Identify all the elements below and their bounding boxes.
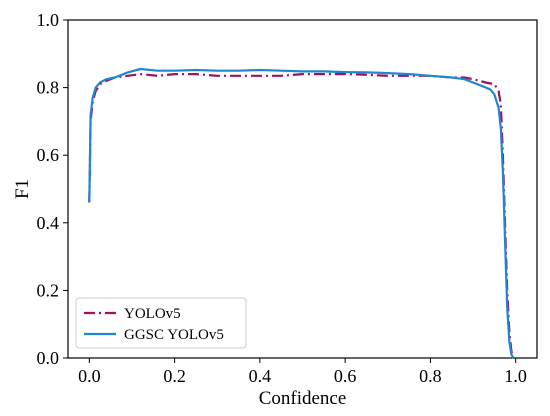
y-tick-label: 0.4 [37, 213, 60, 233]
plot-area-frame [67, 19, 538, 359]
y-axis-label: F1 [12, 179, 33, 199]
x-tick-label: 0.4 [249, 366, 272, 386]
series-line-1 [88, 67, 515, 359]
axis-ticks: 0.0 0.2 0.4 0.6 0.8 1.0 0.0 0.2 0.4 0.6 0.8 1.0 [37, 10, 527, 386]
legend-label-0: YOLOv5 [124, 306, 181, 322]
x-tick-label: 0.8 [419, 366, 442, 386]
legend-label-1: GGSC YOLOv5 [124, 327, 224, 343]
y-tick-label: 1.0 [37, 10, 60, 30]
y-tick-label: 0.2 [37, 280, 60, 300]
x-tick-label: 0.0 [78, 366, 101, 386]
y-tick-label: 0.8 [37, 78, 60, 98]
legend: YOLOv5 GGSC YOLOv5 [75, 297, 247, 349]
y-tick-label: 0.0 [37, 348, 60, 368]
x-tick-label: 1.0 [504, 366, 527, 386]
y-tick-label: 0.6 [37, 145, 60, 165]
x-axis-label: Confidence [259, 388, 347, 409]
x-tick-label: 0.6 [334, 366, 357, 386]
legend-box [75, 297, 247, 349]
series-lines [88, 67, 515, 359]
x-tick-label: 0.2 [163, 366, 186, 386]
